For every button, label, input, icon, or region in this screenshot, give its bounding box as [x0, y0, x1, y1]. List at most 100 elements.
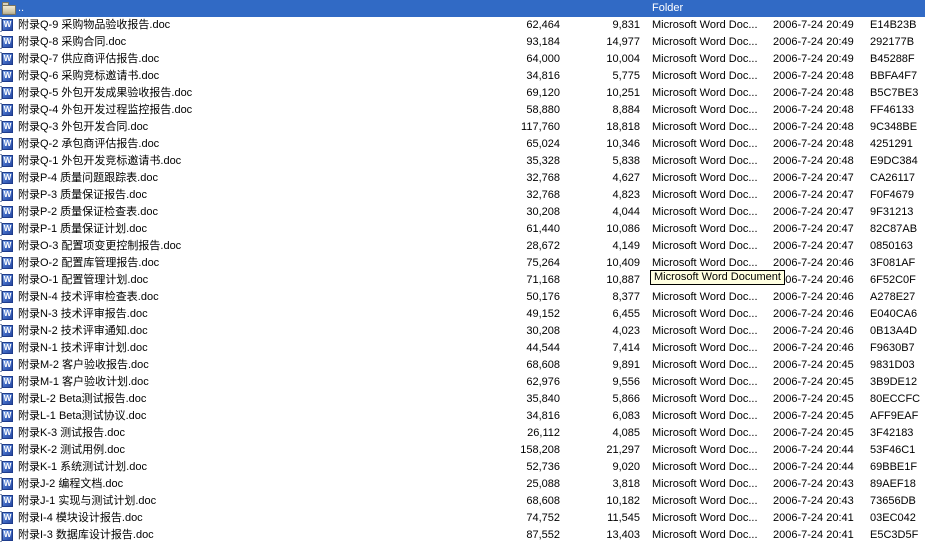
file-row[interactable]: W 附录P-2 质量保证检查表.doc 30,208 4,044 Microsoft W…	[0, 204, 925, 221]
file-modified-cell: 2006-7-24 20:43	[773, 495, 854, 507]
file-name-cell: 附录L-1 Beta测试协议.doc	[18, 410, 147, 422]
file-size-cell: 68,608	[526, 359, 560, 371]
file-row[interactable]: W 附录M-2 客户验收报告.doc 68,608 9,891 Microsoft Wo…	[0, 357, 925, 374]
file-packed-cell: 3,818	[612, 478, 640, 490]
word-doc-icon: W	[0, 375, 17, 390]
file-row[interactable]: W 附录Q-5 外包开发成果验收报告.doc 69,120 10,251 Microso…	[0, 85, 925, 102]
file-row[interactable]: W 附录P-1 质量保证计划.doc 61,440 10,086 Microsoft W…	[0, 221, 925, 238]
file-row[interactable]: W 附录N-1 技术评审计划.doc 44,544 7,414 Microsoft Wo…	[0, 340, 925, 357]
word-doc-icon: W	[0, 18, 17, 33]
file-name-cell: 附录Q-4 外包开发过程监控报告.doc	[18, 104, 193, 116]
file-modified-cell: 2006-7-24 20:47	[773, 172, 854, 184]
file-modified-cell: 2006-7-24 20:46	[773, 257, 854, 269]
file-packed-cell: 5,775	[612, 70, 640, 82]
file-size-cell: 68,608	[526, 495, 560, 507]
file-modified-cell: 2006-7-24 20:48	[773, 155, 854, 167]
file-type-cell: Microsoft Word Doc...	[652, 70, 758, 82]
file-packed-cell: 10,346	[606, 138, 640, 150]
file-row[interactable]: W 附录N-4 技术评审检查表.doc 50,176 8,377 Microsoft W…	[0, 289, 925, 306]
file-size-cell: 52,736	[526, 461, 560, 473]
file-row[interactable]: W 附录K-1 系统测试计划.doc 52,736 9,020 Microsoft Wo…	[0, 459, 925, 476]
file-type-cell: Microsoft Word Doc...	[652, 36, 758, 48]
file-row[interactable]: W 附录P-3 质量保证报告.doc 32,768 4,823 Microsoft Wo…	[0, 187, 925, 204]
file-row[interactable]: W 附录L-1 Beta测试协议.doc 34,816 6,083 Microsoft …	[0, 408, 925, 425]
file-row[interactable]: W 附录P-4 质量问题跟踪表.doc 32,768 4,627 Microsoft W…	[0, 170, 925, 187]
file-packed-cell: 4,627	[612, 172, 640, 184]
file-type-cell: Microsoft Word Doc...	[652, 104, 758, 116]
file-size-cell: 58,880	[526, 104, 560, 116]
word-doc-icon: W	[0, 52, 17, 67]
file-crc-cell: 9C348BE	[870, 121, 918, 133]
file-type-cell: Microsoft Word Doc...	[652, 223, 758, 235]
file-name-cell: 附录O-2 配置库管理报告.doc	[18, 257, 160, 269]
file-row[interactable]: W 附录Q-2 承包商评估报告.doc 65,024 10,346 Microsoft …	[0, 136, 925, 153]
file-row[interactable]: W 附录L-2 Beta测试报告.doc 35,840 5,866 Microsoft …	[0, 391, 925, 408]
file-size-cell: 50,176	[526, 291, 560, 303]
file-row[interactable]: W 附录Q-7 供应商评估报告.doc 64,000 10,004 Microsoft …	[0, 51, 925, 68]
word-doc-icon: W	[0, 290, 17, 305]
file-packed-cell: 18,818	[606, 121, 640, 133]
file-name-cell: 附录M-1 客户验收计划.doc	[18, 376, 149, 388]
file-row[interactable]: W 附录Q-3 外包开发合同.doc 117,760 18,818 Microsoft …	[0, 119, 925, 136]
file-row[interactable]: W 附录Q-4 外包开发过程监控报告.doc 58,880 8,884 Microsof…	[0, 102, 925, 119]
file-packed-cell: 10,086	[606, 223, 640, 235]
file-type-cell: Microsoft Word Doc...	[652, 512, 758, 524]
file-row[interactable]: W 附录M-1 客户验收计划.doc 62,976 9,556 Microsoft Wo…	[0, 374, 925, 391]
file-modified-cell: 2006-7-24 20:45	[773, 376, 854, 388]
file-row[interactable]: W 附录N-2 技术评审通知.doc 30,208 4,023 Microsoft Wo…	[0, 323, 925, 340]
file-size-cell: 117,760	[521, 121, 560, 133]
file-row[interactable]: W 附录I-3 数据库设计报告.doc 87,552 13,403 Microsoft …	[0, 527, 925, 544]
file-name-cell: 附录Q-7 供应商评估报告.doc	[18, 53, 160, 65]
file-crc-cell: E040CA6	[870, 308, 918, 320]
file-row[interactable]: W 附录Q-6 采购竞标邀请书.doc 34,816 5,775 Microsoft W…	[0, 68, 925, 85]
file-crc-cell: E9DC384	[870, 155, 918, 167]
file-type-cell: Microsoft Word Doc...	[652, 410, 758, 422]
file-modified-cell: 2006-7-24 20:48	[773, 87, 854, 99]
word-doc-icon: W	[0, 103, 17, 118]
file-type-cell: Microsoft Word Doc...	[652, 138, 758, 150]
file-modified-cell: 2006-7-24 20:47	[773, 206, 854, 218]
file-row[interactable]: W 附录Q-1 外包开发竞标邀请书.doc 35,328 5,838 Microsoft…	[0, 153, 925, 170]
file-crc-cell: A278E27	[870, 291, 916, 303]
file-crc-cell: 4251291	[870, 138, 913, 150]
file-packed-cell: 9,020	[612, 461, 640, 473]
file-row[interactable]: W 附录Q-8 采购合同.doc 93,184 14,977 Microsoft Wor…	[0, 34, 925, 51]
file-packed-cell: 4,023	[612, 325, 640, 337]
file-row[interactable]: W 附录O-3 配置项变更控制报告.doc 28,672 4,149 Microsoft…	[0, 238, 925, 255]
file-packed-cell: 11,545	[607, 512, 640, 524]
file-crc-cell: 6F52C0F	[870, 274, 916, 286]
file-crc-cell: 9F31213	[870, 206, 914, 218]
word-doc-icon: W	[0, 256, 17, 271]
file-name-cell: 附录M-2 客户验收报告.doc	[18, 359, 149, 371]
file-row[interactable]: W 附录K-3 测试报告.doc 26,112 4,085 Microsoft Word…	[0, 425, 925, 442]
file-row[interactable]: W 附录J-2 编程文档.doc 25,088 3,818 Microsoft Word…	[0, 476, 925, 493]
file-row[interactable]: W 附录O-2 配置库管理报告.doc 75,264 10,409 Microsoft …	[0, 255, 925, 272]
file-modified-cell: 2006-7-24 20:48	[773, 138, 854, 150]
file-type-cell: Microsoft Word Doc...	[652, 53, 758, 65]
file-size-cell: 26,112	[527, 427, 560, 439]
file-packed-cell: 14,977	[606, 36, 640, 48]
file-row[interactable]: W 附录J-1 实现与测试计划.doc 68,608 10,182 Microsoft …	[0, 493, 925, 510]
file-name-cell: 附录I-4 模块设计报告.doc	[18, 512, 143, 524]
file-name-cell: 附录N-1 技术评审计划.doc	[18, 342, 148, 354]
file-packed-cell: 6,455	[612, 308, 640, 320]
parent-folder-row[interactable]: .. Folder	[0, 0, 925, 17]
file-crc-cell: E14B23B	[870, 19, 917, 31]
file-row[interactable]: W 附录N-3 技术评审报告.doc 49,152 6,455 Microsoft Wo…	[0, 306, 925, 323]
file-packed-cell: 9,891	[612, 359, 640, 371]
file-name-cell: 附录O-1 配置管理计划.doc	[18, 274, 149, 286]
file-crc-cell: 3F081AF	[870, 257, 916, 269]
word-doc-icon: W	[0, 443, 17, 458]
file-row[interactable]: W 附录I-4 模块设计报告.doc 74,752 11,545 Microsoft W…	[0, 510, 925, 527]
file-type-cell: Microsoft Word Doc...	[652, 444, 758, 456]
file-name-cell: 附录J-2 编程文档.doc	[18, 478, 124, 490]
file-modified-cell: 2006-7-24 20:48	[773, 70, 854, 82]
file-modified-cell: 2006-7-24 20:47	[773, 240, 854, 252]
file-type-cell: Microsoft Word Doc...	[652, 359, 758, 371]
file-name-cell: 附录L-2 Beta测试报告.doc	[18, 393, 147, 405]
file-row[interactable]: W 附录K-2 测试用例.doc 158,208 21,297 Microsoft Wo…	[0, 442, 925, 459]
word-doc-icon: W	[0, 222, 17, 237]
file-row[interactable]: W 附录Q-9 采购物品验收报告.doc 62,464 9,831 Microsoft …	[0, 17, 925, 34]
